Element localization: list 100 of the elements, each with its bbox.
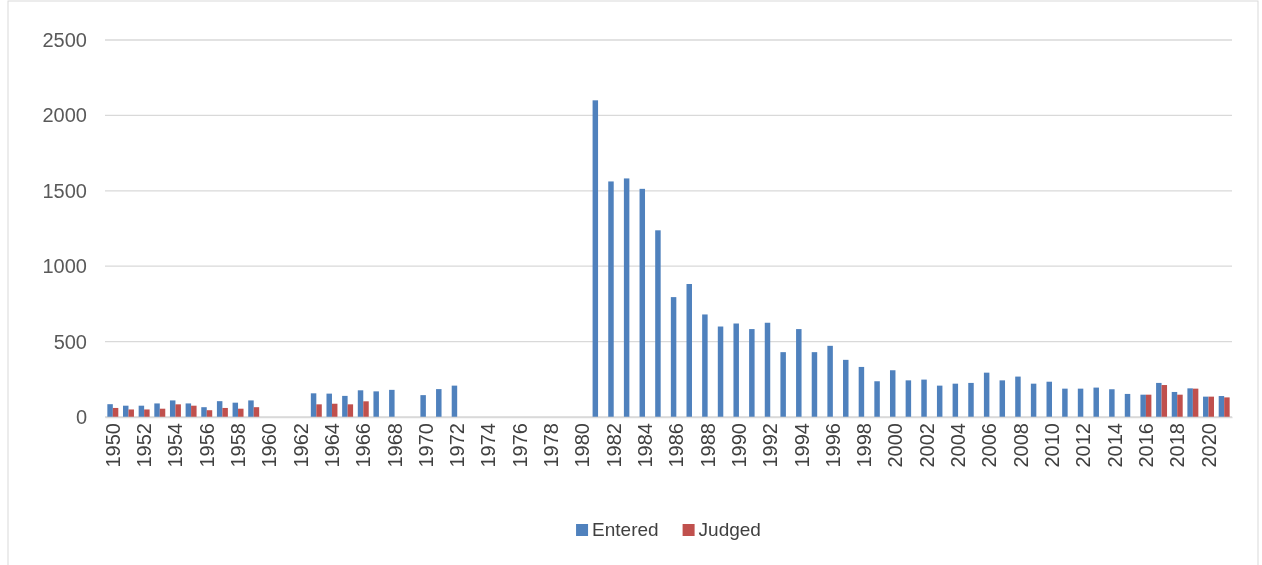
- bar: [357, 390, 364, 417]
- x-tick-label: 1990: [727, 423, 750, 468]
- bar: [874, 381, 880, 417]
- bar: [420, 395, 426, 417]
- x-tick-label: 1992: [759, 423, 782, 468]
- bar: [1156, 382, 1162, 417]
- bar: [326, 393, 332, 417]
- bar: [436, 389, 442, 417]
- x-tick-label: 1984: [634, 423, 657, 468]
- bar: [310, 393, 317, 417]
- x-tick-label: 2000: [884, 423, 907, 468]
- bar: [238, 408, 244, 417]
- x-tick-label: 2020: [1197, 423, 1220, 468]
- x-tick-label: 1972: [446, 423, 469, 468]
- legend-label: Judged: [698, 519, 761, 540]
- bar: [1177, 394, 1183, 417]
- bar: [316, 404, 322, 417]
- bar: [191, 405, 197, 417]
- bar: [1192, 388, 1199, 417]
- y-tick-label: 0: [75, 405, 87, 428]
- bar: [1140, 394, 1146, 417]
- bar: [655, 230, 661, 417]
- bar: [363, 401, 369, 417]
- bar: [983, 372, 990, 417]
- bar: [968, 382, 974, 417]
- bar: [1093, 387, 1099, 417]
- bar: [216, 401, 223, 417]
- x-tick-label: 2006: [978, 423, 1001, 468]
- bar: [921, 379, 927, 417]
- bar: [1224, 397, 1230, 417]
- x-tick-label: 2016: [1134, 423, 1157, 468]
- bar: [1171, 391, 1178, 417]
- bar: [749, 329, 755, 417]
- bar: [342, 395, 348, 417]
- x-tick-label: 1996: [821, 423, 844, 468]
- x-tick-label: 1966: [352, 423, 375, 468]
- bar: [827, 345, 833, 417]
- bar: [1030, 383, 1037, 417]
- x-tick-label: 1988: [696, 423, 719, 468]
- x-tick-label: 2014: [1103, 423, 1126, 468]
- bar: [201, 407, 207, 417]
- x-tick-label: 1964: [320, 423, 343, 468]
- x-tick-label: 1978: [540, 423, 563, 468]
- bar: [780, 352, 786, 417]
- bar: [733, 323, 739, 417]
- x-tick-label: 2008: [1009, 423, 1032, 468]
- bar: [843, 359, 849, 417]
- bar: [1062, 388, 1068, 417]
- x-tick-label: 1958: [227, 423, 250, 468]
- y-tick-label: 1500: [42, 179, 87, 202]
- y-tick-label: 2500: [42, 28, 87, 51]
- x-tick-label: 1974: [477, 423, 500, 468]
- y-tick-label: 2000: [42, 104, 87, 127]
- bar: [185, 403, 192, 417]
- bar: [169, 400, 176, 417]
- bar: [222, 407, 228, 417]
- bar: [608, 181, 614, 417]
- x-tick-label: 1998: [853, 423, 876, 468]
- bar: [347, 404, 354, 417]
- x-tick-label: 1994: [790, 423, 813, 468]
- x-tick-label: 2012: [1072, 423, 1095, 468]
- bar: [952, 383, 959, 417]
- bar: [1187, 388, 1193, 417]
- x-tick-label: 2010: [1040, 423, 1063, 468]
- bar: [175, 404, 181, 417]
- x-tick-label: 1970: [414, 423, 437, 468]
- bar: [796, 329, 802, 417]
- bar: [1161, 385, 1168, 417]
- bar: [1015, 376, 1021, 417]
- x-tick-label: 1980: [571, 423, 594, 468]
- bar: [373, 391, 379, 417]
- bar: [858, 366, 865, 417]
- bar: [112, 407, 119, 417]
- x-tick-label: 1976: [508, 423, 531, 468]
- bar: [639, 188, 646, 417]
- bar: [717, 326, 724, 417]
- x-tick-label: 2002: [915, 423, 938, 468]
- x-tick-label: 1960: [258, 423, 281, 468]
- bar: [1109, 389, 1115, 417]
- bar: [1203, 396, 1209, 417]
- bar: [936, 385, 943, 417]
- bar: [154, 403, 160, 417]
- x-tick-label: 2004: [947, 423, 970, 468]
- bar: [670, 297, 677, 417]
- x-tick-label: 1986: [665, 423, 688, 468]
- bar: [623, 178, 630, 417]
- bar: [1046, 381, 1052, 417]
- bar: [1077, 388, 1084, 417]
- bar: [702, 314, 708, 417]
- legend-label: Entered: [592, 519, 659, 540]
- x-tick-label: 1950: [101, 423, 124, 468]
- y-tick-label: 1000: [42, 255, 87, 278]
- bar: [451, 385, 458, 417]
- bar: [206, 410, 213, 417]
- bar: [592, 100, 599, 417]
- x-tick-label: 1962: [289, 423, 312, 468]
- bar: [144, 409, 150, 417]
- x-tick-label: 1954: [164, 423, 187, 468]
- x-tick-label: 1952: [133, 423, 156, 468]
- bar: [107, 404, 113, 417]
